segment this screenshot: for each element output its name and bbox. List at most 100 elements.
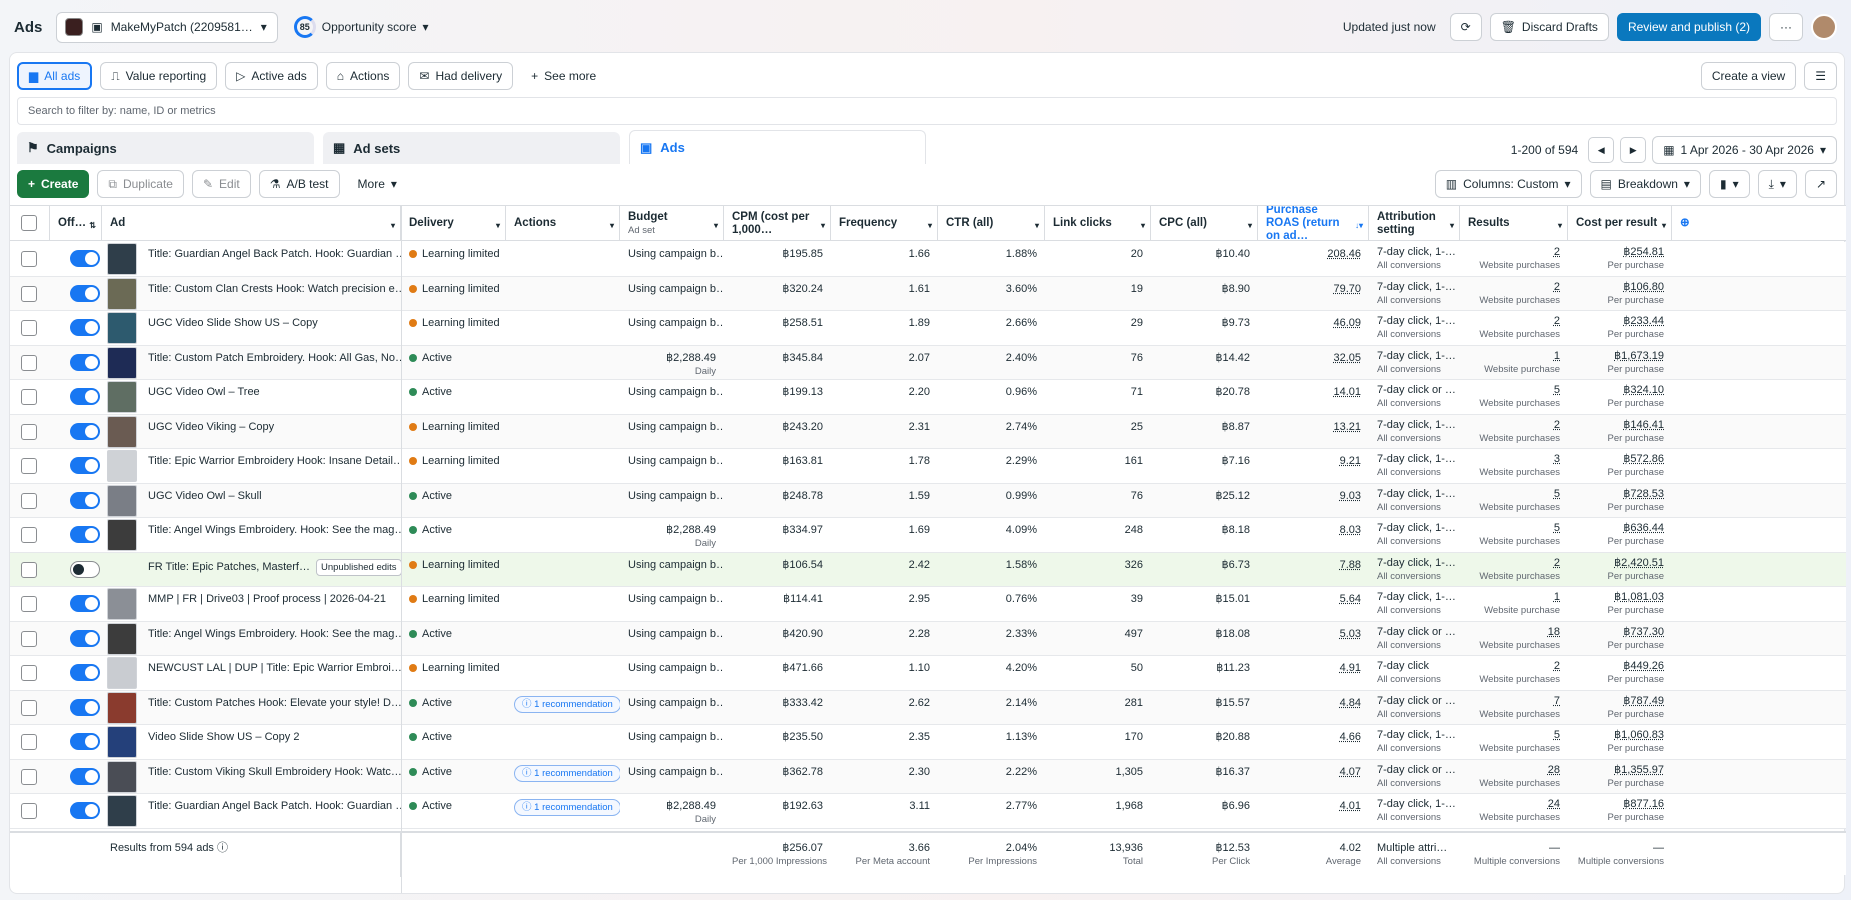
results-value[interactable]: 7	[1553, 694, 1560, 707]
ad-toggle[interactable]	[70, 353, 100, 371]
ad-toggle[interactable]	[70, 733, 100, 750]
ad-name-cell[interactable]: Title: Guardian Angel Back Patch. Hook: …	[140, 242, 401, 276]
create-view-button[interactable]: Create a view	[1700, 62, 1797, 90]
filter-value-reporting[interactable]: ⎍ Value reporting	[100, 62, 218, 90]
recommendation-pill[interactable]: ⓘ 1 recommendation	[514, 799, 620, 816]
date-range-picker[interactable]: ▦ 1 Apr 2026 - 30 Apr 2026 ▾	[1652, 136, 1837, 164]
results-value[interactable]: 5	[1553, 522, 1560, 534]
ad-toggle[interactable]	[70, 767, 100, 785]
roas-value[interactable]: 13.21	[1333, 420, 1361, 433]
header-budget[interactable]: Budget Ad set ▾	[620, 206, 724, 241]
header-actions[interactable]: Actions ▾	[506, 206, 620, 241]
settings-button[interactable]: ☰	[1804, 62, 1837, 90]
more-button[interactable]: More ▾	[347, 170, 407, 198]
table-row[interactable]: Title: Angel Wings Embroidery. Hook: See…	[10, 621, 1846, 656]
results-value[interactable]: 5	[1553, 384, 1560, 396]
row-checkbox[interactable]	[21, 665, 37, 681]
results-value[interactable]: 2	[1553, 556, 1560, 569]
create-button[interactable]: + Create	[17, 170, 90, 198]
breakdown-button[interactable]: ▤ Breakdown ▾	[1589, 170, 1701, 198]
cost-per-result-value[interactable]: ฿787.49	[1623, 694, 1664, 707]
cost-per-result-value[interactable]: ฿1,081.03	[1614, 591, 1664, 603]
results-value[interactable]: 2	[1553, 280, 1560, 293]
ad-toggle[interactable]	[70, 629, 100, 647]
refresh-button[interactable]: ⟳	[1449, 13, 1482, 41]
ad-name-cell[interactable]: MMP | FR | Drive03 | Proof process | 202…	[140, 587, 401, 621]
cost-per-result-value[interactable]: ฿877.16	[1623, 798, 1664, 810]
review-publish-button[interactable]: Review and publish (2)	[1616, 13, 1761, 41]
ad-name-cell[interactable]: Title: Custom Patch Embroidery. Hook: Al…	[140, 346, 401, 380]
filter-active-ads[interactable]: ▷ Active ads	[225, 62, 318, 90]
cost-per-result-value[interactable]: ฿106.80	[1623, 280, 1664, 293]
cost-per-result-value[interactable]: ฿1,060.83	[1614, 729, 1664, 741]
cost-per-result-value[interactable]: ฿254.81	[1623, 246, 1664, 258]
row-checkbox[interactable]	[21, 389, 37, 405]
filter-all-ads[interactable]: ▆ All ads	[17, 62, 93, 90]
row-checkbox[interactable]	[21, 596, 37, 612]
ad-toggle[interactable]	[70, 388, 100, 405]
table-row[interactable]: Title: Guardian Angel Back Patch. Hook: …	[10, 242, 1846, 277]
cost-per-result-value[interactable]: ฿737.30	[1623, 625, 1664, 638]
add-column-button[interactable]: ⊕	[1680, 217, 1690, 229]
roas-value[interactable]: 9.03	[1339, 489, 1361, 502]
results-value[interactable]: 24	[1547, 798, 1560, 810]
filter-actions[interactable]: ⌂ Actions	[325, 62, 401, 90]
ad-toggle[interactable]	[70, 491, 100, 509]
roas-value[interactable]: 4.07	[1339, 765, 1361, 778]
filter-see-more[interactable]: + See more	[521, 62, 607, 90]
filter-had-delivery[interactable]: ✉ Had delivery	[408, 62, 514, 90]
cost-per-result-value[interactable]: ฿2,420.51	[1614, 556, 1664, 569]
table-row[interactable]: UGC Video Owl – Skull Active Using campaig…	[10, 483, 1846, 518]
row-checkbox[interactable]	[21, 803, 37, 819]
row-checkbox[interactable]	[21, 734, 37, 750]
ad-toggle[interactable]	[70, 526, 100, 543]
cost-per-result-value[interactable]: ฿636.44	[1623, 522, 1664, 534]
cost-per-result-value[interactable]: ฿728.53	[1623, 487, 1664, 500]
roas-value[interactable]: 4.91	[1339, 662, 1361, 674]
row-checkbox[interactable]	[21, 251, 37, 267]
row-checkbox[interactable]	[21, 492, 37, 509]
results-value[interactable]: 18	[1547, 625, 1560, 638]
roas-value[interactable]: 7.88	[1339, 558, 1361, 571]
ad-name-cell[interactable]: Title: Angel Wings Embroidery. Hook: See…	[140, 518, 401, 552]
header-link-clicks[interactable]: Link clicks ▾	[1045, 206, 1151, 241]
header-cost-per-result[interactable]: Cost per result ▾	[1568, 206, 1672, 241]
select-all-checkbox[interactable]	[21, 215, 37, 231]
row-checkbox[interactable]	[21, 458, 37, 474]
header-delivery[interactable]: Delivery ▾	[401, 206, 506, 241]
columns-button[interactable]: ▥ Columns: Custom ▾	[1434, 170, 1582, 198]
results-value[interactable]: 2	[1553, 418, 1560, 431]
roas-value[interactable]: 4.84	[1339, 696, 1361, 709]
tab-ads[interactable]: ▣ Ads	[629, 130, 926, 164]
recommendation-pill[interactable]: ⓘ 1 recommendation	[514, 695, 620, 713]
export-button[interactable]: ⤓ ▾	[1757, 170, 1797, 198]
roas-value[interactable]: 4.66	[1339, 731, 1361, 743]
ad-name-cell[interactable]: UGC Video Viking – Copy	[140, 415, 401, 449]
more-options-button[interactable]: ···	[1769, 13, 1803, 41]
cost-per-result-value[interactable]: ฿233.44	[1623, 315, 1664, 327]
table-row[interactable]: MMP | FR | Drive03 | Proof process | 202…	[10, 587, 1846, 622]
ad-name-cell[interactable]: Title: Custom Clan Crests Hook: Watch pr…	[140, 277, 401, 311]
results-value[interactable]: 3	[1553, 453, 1560, 465]
roas-value[interactable]: 46.09	[1333, 317, 1361, 329]
roas-value[interactable]: 8.03	[1339, 524, 1361, 536]
cost-per-result-value[interactable]: ฿146.41	[1623, 418, 1664, 431]
row-checkbox[interactable]	[21, 320, 37, 336]
ad-name-cell[interactable]: Title: Custom Patches Hook: Elevate your…	[140, 691, 401, 725]
cost-per-result-value[interactable]: ฿324.10	[1623, 384, 1664, 396]
ad-name-cell[interactable]: NEWCUST LAL | DUP | Title: Epic Warrior …	[140, 656, 401, 690]
table-row[interactable]: Title: Guardian Angel Back Patch. Hook: …	[10, 794, 1846, 829]
results-value[interactable]: 1	[1553, 591, 1560, 603]
table-row[interactable]: Video Slide Show US – Copy 2 Active Using …	[10, 725, 1846, 760]
header-roas[interactable]: Purchase ROAS (return on ad… ↓▾	[1258, 206, 1369, 242]
ad-name-cell[interactable]: Video Slide Show US – Copy 2	[140, 725, 401, 759]
table-row[interactable]: Title: Angel Wings Embroidery. Hook: See…	[10, 518, 1846, 553]
table-row[interactable]: UGC Video Owl – Tree Active Using campaign…	[10, 380, 1846, 415]
ad-toggle[interactable]	[70, 595, 100, 612]
roas-value[interactable]: 14.01	[1333, 386, 1361, 398]
header-frequency[interactable]: Frequency ▾	[831, 206, 938, 241]
header-cpc[interactable]: CPC (all) ▾	[1151, 206, 1258, 241]
ad-name-cell[interactable]: FR Title: Epic Patches, Masterf… Unpublis…	[140, 553, 401, 587]
ad-toggle[interactable]	[70, 457, 100, 474]
table-row[interactable]: NEWCUST LAL | DUP | Title: Epic Warrior …	[10, 656, 1846, 691]
